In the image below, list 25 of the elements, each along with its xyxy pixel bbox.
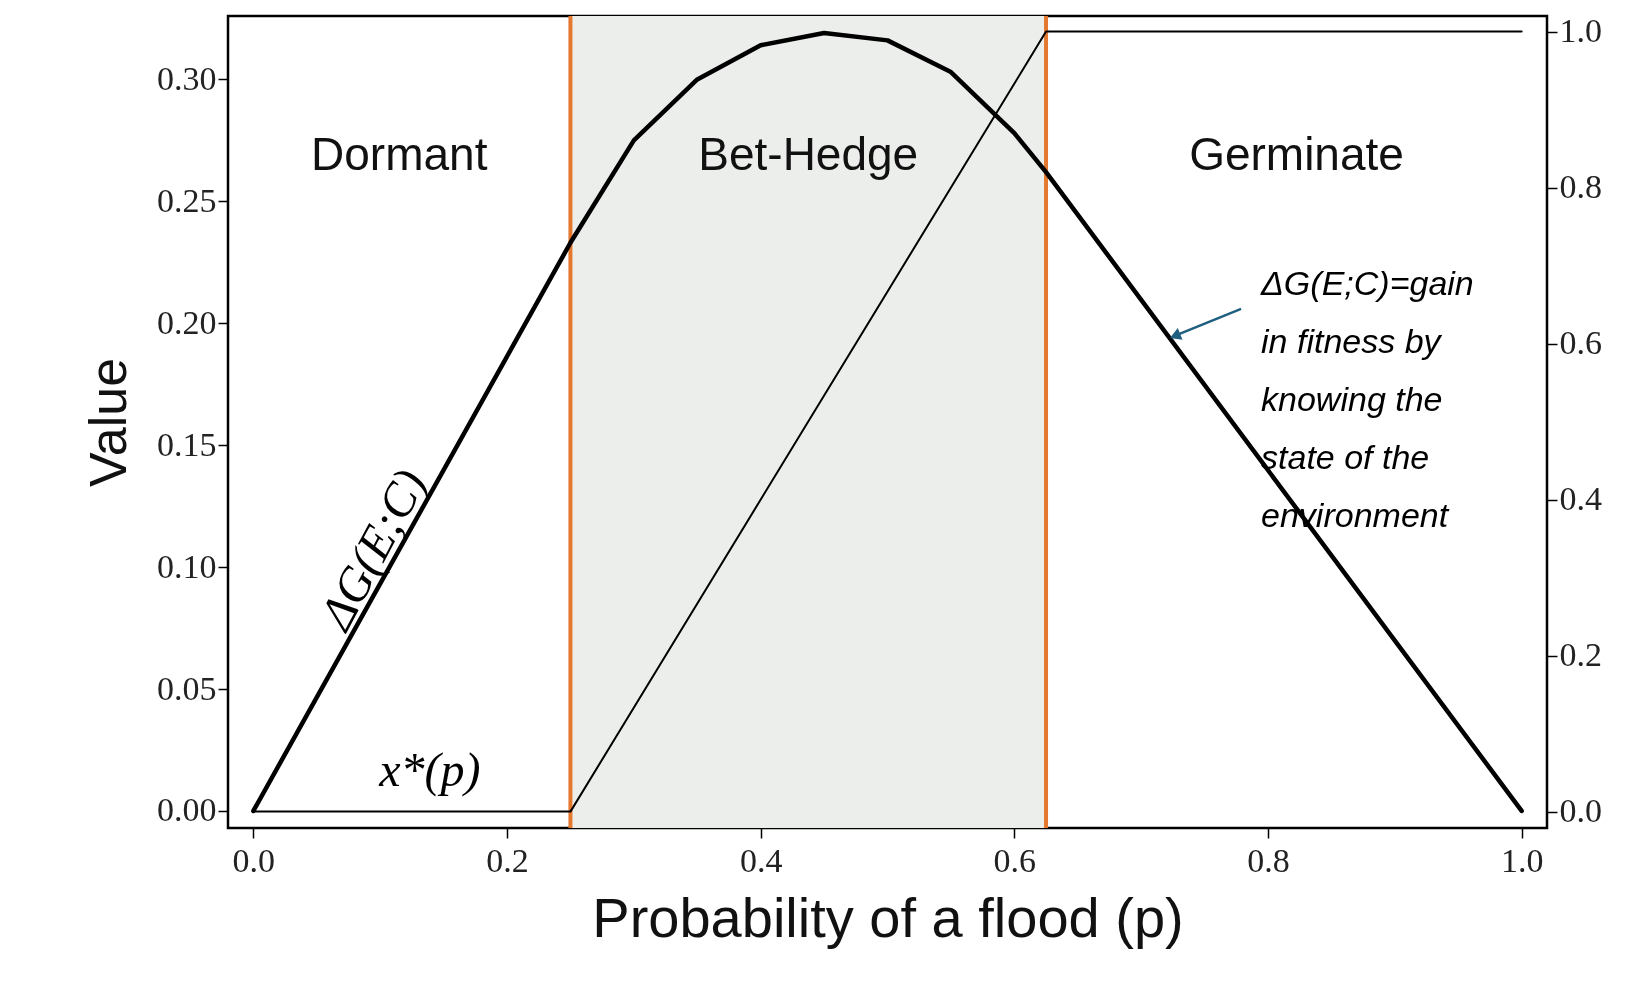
y2-tick-label: 1.0 <box>1559 12 1602 50</box>
x-tick-label: 0.0 <box>232 841 276 879</box>
y2-tick-label: 0.2 <box>1559 636 1602 674</box>
y-tick-label: 0.20 <box>157 303 217 341</box>
annotation: Bet-Hedge <box>698 128 919 180</box>
annotation: Dormant <box>311 128 488 180</box>
x-tick-label: 0.2 <box>486 841 529 879</box>
y-tick-label: 0.05 <box>157 669 217 707</box>
y2-tick-label: 0.0 <box>1559 792 1602 830</box>
x-tick-label: 0.6 <box>993 841 1037 879</box>
x-tick-label: 0.4 <box>739 841 783 879</box>
y2-tick-label: 0.6 <box>1559 324 1602 362</box>
y-axis-title: Value <box>79 357 137 488</box>
y-tick-label: 0.00 <box>157 791 217 829</box>
y2-tick-label: 0.4 <box>1559 480 1602 518</box>
x-axis-title: Probability of a flood (p) <box>592 885 1184 949</box>
y2-tick-label: 0.8 <box>1559 168 1602 206</box>
y-tick-label: 0.25 <box>157 181 217 219</box>
y-tick-label: 0.10 <box>157 547 217 585</box>
series-label: x*(p) <box>378 742 481 797</box>
y-tick-label: 0.30 <box>157 59 217 97</box>
annotation: Germinate <box>1189 128 1404 180</box>
x-tick-label: 1.0 <box>1500 841 1544 879</box>
y-tick-label: 0.15 <box>157 425 217 463</box>
x-tick-label: 0.8 <box>1247 841 1290 879</box>
